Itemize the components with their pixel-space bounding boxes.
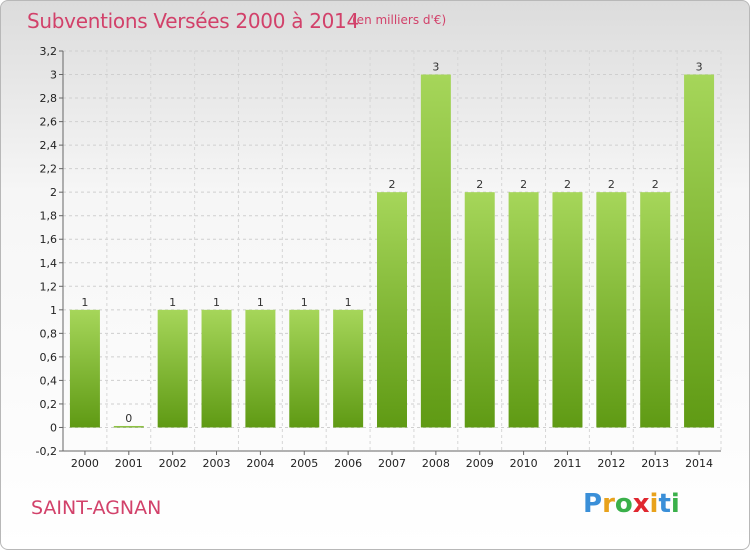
x-tick-label: 2014 bbox=[685, 457, 713, 470]
x-tick-label: 2002 bbox=[159, 457, 187, 470]
logo-letter: o bbox=[614, 489, 633, 519]
logo-letter: i bbox=[649, 489, 659, 519]
bar bbox=[552, 192, 583, 428]
x-tick-label: 2005 bbox=[290, 457, 318, 470]
bar bbox=[596, 192, 627, 428]
bar bbox=[289, 309, 320, 428]
x-tick-label: 2006 bbox=[334, 457, 362, 470]
data-label: 0 bbox=[125, 412, 132, 425]
x-tick-label: 2004 bbox=[246, 457, 274, 470]
data-label: 1 bbox=[301, 296, 308, 309]
x-tick-label: 2008 bbox=[422, 457, 450, 470]
y-tick-label: 0,2 bbox=[40, 398, 58, 411]
data-label: 2 bbox=[389, 178, 396, 191]
data-labels: 1 0 1 1 1 1 1 2 3 2 2 2 2 2 3 bbox=[81, 61, 702, 425]
tick-labels: -0,2 0 0,2 0,4 0,6 0,8 1 1,2 1,4 1,6 1,8 2 2,2 2,4 2,6… bbox=[36, 45, 714, 470]
data-label: 2 bbox=[564, 178, 571, 191]
x-tick-label: 2003 bbox=[203, 457, 231, 470]
y-tick-label: 1,8 bbox=[40, 210, 58, 223]
bar bbox=[245, 309, 276, 428]
data-label: 1 bbox=[213, 296, 220, 309]
logo-letter: t bbox=[658, 489, 671, 519]
x-tick-label: 2010 bbox=[510, 457, 538, 470]
bar bbox=[377, 192, 407, 428]
data-label: 1 bbox=[81, 296, 88, 309]
logo-letter: x bbox=[632, 489, 650, 519]
bar bbox=[157, 309, 188, 428]
commune-name: SAINT-AGNAN bbox=[31, 497, 162, 519]
y-tick-label: 1,4 bbox=[40, 257, 58, 270]
bar bbox=[464, 192, 495, 428]
x-tick-label: 2013 bbox=[641, 457, 669, 470]
data-label: 1 bbox=[169, 296, 176, 309]
data-label: 2 bbox=[652, 178, 659, 191]
logo-letter: r bbox=[602, 489, 615, 519]
bar bbox=[113, 425, 144, 428]
x-tick-label: 2009 bbox=[466, 457, 494, 470]
y-tick-label: 3 bbox=[50, 69, 57, 82]
y-tick-label: 0,4 bbox=[40, 374, 58, 387]
y-tick-label: -0,2 bbox=[36, 445, 57, 458]
data-label: 3 bbox=[432, 61, 439, 74]
data-label: 2 bbox=[520, 178, 527, 191]
x-tick-label: 2000 bbox=[71, 457, 99, 470]
y-tick-label: 0,8 bbox=[40, 327, 58, 340]
y-tick-label: 2,2 bbox=[40, 163, 58, 176]
x-tick-label: 2001 bbox=[115, 457, 143, 470]
bar bbox=[684, 74, 715, 428]
y-tick-label: 2 bbox=[50, 186, 57, 199]
data-label: 3 bbox=[696, 61, 703, 74]
y-tick-label: 1,6 bbox=[40, 233, 58, 246]
proxiti-logo: Proxiti bbox=[583, 489, 680, 519]
data-label: 1 bbox=[345, 296, 352, 309]
bar bbox=[69, 309, 100, 428]
logo-letter: P bbox=[583, 489, 603, 519]
y-tick-label: 2,8 bbox=[40, 92, 58, 105]
bar bbox=[420, 74, 451, 428]
bar bbox=[508, 192, 539, 428]
axes bbox=[59, 50, 721, 455]
x-tick-label: 2012 bbox=[597, 457, 625, 470]
logo-letter: i bbox=[670, 489, 680, 519]
data-label: 2 bbox=[608, 178, 615, 191]
chart-title: Subventions Versées 2000 à 2014 bbox=[27, 9, 359, 33]
data-label: 2 bbox=[476, 178, 483, 191]
bar bbox=[333, 309, 364, 428]
bar-chart: 1 0 1 1 1 1 1 2 3 2 2 2 2 2 3 -0,2 0 0,2 0,4 0,6 0,8 1 1,2 1,4… bbox=[36, 45, 722, 470]
y-tick-label: 0,6 bbox=[40, 351, 58, 364]
y-tick-label: 2,4 bbox=[40, 139, 58, 152]
y-tick-label: 3,2 bbox=[40, 45, 58, 58]
x-tick-label: 2011 bbox=[553, 457, 581, 470]
x-tick-label: 2007 bbox=[378, 457, 406, 470]
data-label: 1 bbox=[257, 296, 264, 309]
y-tick-label: 0 bbox=[50, 421, 57, 434]
y-tick-label: 2,6 bbox=[40, 116, 58, 129]
y-tick-label: 1 bbox=[50, 304, 57, 317]
chart-subtitle: (en milliers d'€) bbox=[352, 13, 447, 27]
bar bbox=[201, 309, 232, 428]
bar bbox=[640, 192, 671, 428]
bars bbox=[69, 74, 715, 428]
y-tick-label: 1,2 bbox=[40, 280, 58, 293]
